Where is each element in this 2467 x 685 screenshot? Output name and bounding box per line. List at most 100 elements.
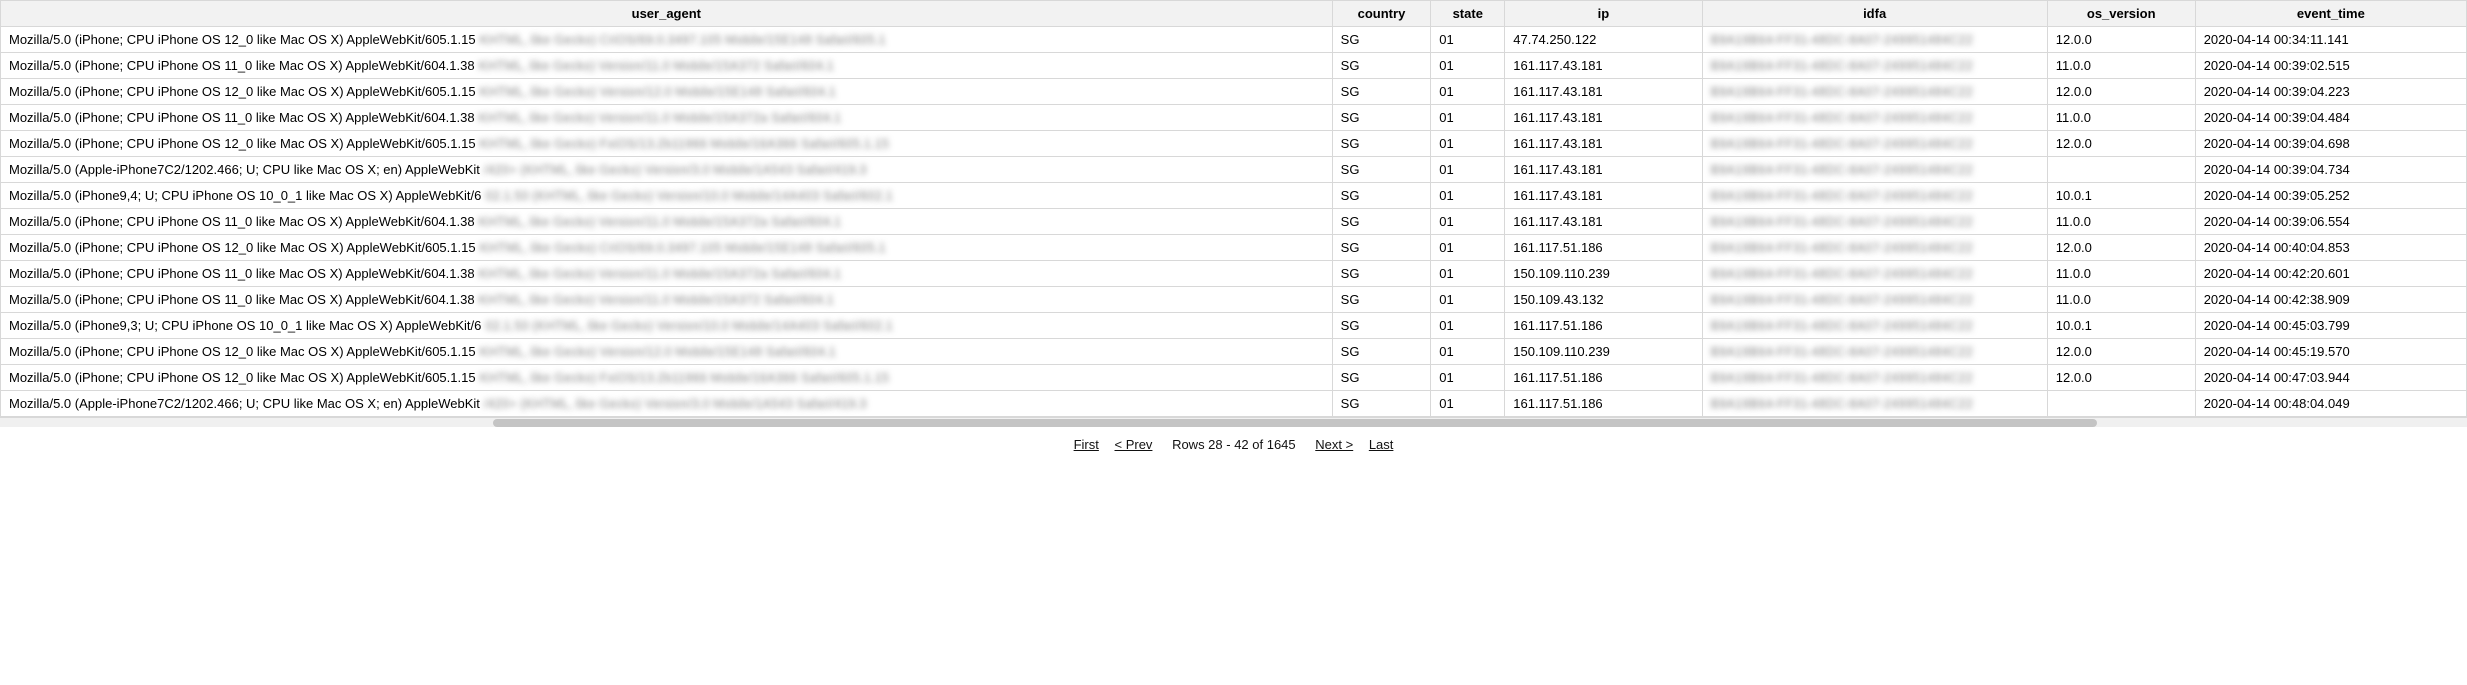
cell-ip: 161.117.51.186 — [1505, 235, 1702, 261]
cell-state: 01 — [1431, 209, 1505, 235]
cell-state: 01 — [1431, 235, 1505, 261]
cell-state: 01 — [1431, 339, 1505, 365]
cell-ip: 161.117.43.181 — [1505, 209, 1702, 235]
cell-idfa-redacted: B9A19B64-FF31-48DC-8A07-249951484C22 — [1711, 266, 1973, 281]
horizontal-scrollbar[interactable] — [0, 417, 2467, 427]
cell-idfa-redacted: B9A19B64-FF31-48DC-8A07-249951484C22 — [1711, 32, 1973, 47]
cell-idfa: B9A19B64-FF31-48DC-8A07-249951484C22 — [1702, 53, 2047, 79]
table-row[interactable]: Mozilla/5.0 (iPhone; CPU iPhone OS 12_0 … — [1, 79, 2467, 105]
cell-country: SG — [1332, 339, 1431, 365]
table-row[interactable]: Mozilla/5.0 (iPhone; CPU iPhone OS 12_0 … — [1, 27, 2467, 53]
cell-os-version — [2047, 391, 2195, 417]
col-header-user-agent[interactable]: user_agent — [1, 1, 1333, 27]
cell-idfa-redacted: B9A19B64-FF31-48DC-8A07-249951484C22 — [1711, 84, 1973, 99]
cell-user-agent: Mozilla/5.0 (Apple-iPhone7C2/1202.466; U… — [1, 157, 1333, 183]
cell-idfa-redacted: B9A19B64-FF31-48DC-8A07-249951484C22 — [1711, 292, 1973, 307]
cell-idfa: B9A19B64-FF31-48DC-8A07-249951484C22 — [1702, 157, 2047, 183]
table-row[interactable]: Mozilla/5.0 (iPhone; CPU iPhone OS 12_0 … — [1, 365, 2467, 391]
pager-next[interactable]: Next > — [1315, 437, 1353, 452]
col-header-idfa[interactable]: idfa — [1702, 1, 2047, 27]
user-agent-visible: Mozilla/5.0 (iPhone; CPU iPhone OS 12_0 … — [9, 344, 476, 359]
cell-country: SG — [1332, 261, 1431, 287]
col-header-state[interactable]: state — [1431, 1, 1505, 27]
cell-os-version: 12.0.0 — [2047, 79, 2195, 105]
user-agent-redacted: KHTML, like Gecko) Version/11.0 Mobile/1… — [479, 292, 834, 307]
pager-last[interactable]: Last — [1369, 437, 1394, 452]
cell-event-time: 2020-04-14 00:40:04.853 — [2195, 235, 2466, 261]
cell-country: SG — [1332, 209, 1431, 235]
cell-user-agent: Mozilla/5.0 (iPhone; CPU iPhone OS 12_0 … — [1, 79, 1333, 105]
user-agent-redacted: KHTML, like Gecko) Version/11.0 Mobile/1… — [479, 214, 842, 229]
cell-ip: 47.74.250.122 — [1505, 27, 1702, 53]
table-row[interactable]: Mozilla/5.0 (iPhone; CPU iPhone OS 12_0 … — [1, 339, 2467, 365]
cell-event-time: 2020-04-14 00:39:04.484 — [2195, 105, 2466, 131]
user-agent-redacted: KHTML, like Gecko) FxiOS/13.2b11966 Mobi… — [480, 136, 889, 151]
cell-idfa: B9A19B64-FF31-48DC-8A07-249951484C22 — [1702, 261, 2047, 287]
cell-ip: 150.109.110.239 — [1505, 339, 1702, 365]
user-agent-visible: Mozilla/5.0 (iPhone; CPU iPhone OS 11_0 … — [9, 266, 475, 281]
user-agent-visible: Mozilla/5.0 (iPhone9,4; U; CPU iPhone OS… — [9, 188, 481, 203]
col-header-country[interactable]: country — [1332, 1, 1431, 27]
scrollbar-thumb[interactable] — [493, 419, 2097, 427]
user-agent-redacted: /420+ (KHTML, like Gecko) Version/3.0 Mo… — [484, 162, 867, 177]
col-header-os-version[interactable]: os_version — [2047, 1, 2195, 27]
pager-prev[interactable]: < Prev — [1115, 437, 1153, 452]
cell-ip: 150.109.110.239 — [1505, 261, 1702, 287]
cell-os-version: 11.0.0 — [2047, 105, 2195, 131]
cell-idfa-redacted: B9A19B64-FF31-48DC-8A07-249951484C22 — [1711, 188, 1973, 203]
cell-state: 01 — [1431, 313, 1505, 339]
col-header-event-time[interactable]: event_time — [2195, 1, 2466, 27]
cell-state: 01 — [1431, 365, 1505, 391]
cell-ip: 161.117.43.181 — [1505, 53, 1702, 79]
cell-event-time: 2020-04-14 00:42:20.601 — [2195, 261, 2466, 287]
table-row[interactable]: Mozilla/5.0 (iPhone; CPU iPhone OS 11_0 … — [1, 209, 2467, 235]
table-row[interactable]: Mozilla/5.0 (iPhone; CPU iPhone OS 11_0 … — [1, 53, 2467, 79]
table-row[interactable]: Mozilla/5.0 (iPhone; CPU iPhone OS 12_0 … — [1, 131, 2467, 157]
cell-event-time: 2020-04-14 00:39:06.554 — [2195, 209, 2466, 235]
table-row[interactable]: Mozilla/5.0 (iPhone; CPU iPhone OS 11_0 … — [1, 287, 2467, 313]
cell-event-time: 2020-04-14 00:45:03.799 — [2195, 313, 2466, 339]
user-agent-redacted: KHTML, like Gecko) CriOS/69.0.3497.105 M… — [480, 240, 886, 255]
cell-os-version: 11.0.0 — [2047, 287, 2195, 313]
cell-idfa: B9A19B64-FF31-48DC-8A07-249951484C22 — [1702, 365, 2047, 391]
table-row[interactable]: Mozilla/5.0 (iPhone9,3; U; CPU iPhone OS… — [1, 313, 2467, 339]
cell-idfa-redacted: B9A19B64-FF31-48DC-8A07-249951484C22 — [1711, 136, 1973, 151]
cell-event-time: 2020-04-14 00:47:03.944 — [2195, 365, 2466, 391]
cell-state: 01 — [1431, 53, 1505, 79]
user-agent-redacted: KHTML, like Gecko) Version/12.0 Mobile/1… — [480, 84, 836, 99]
cell-country: SG — [1332, 27, 1431, 53]
cell-ip: 161.117.43.181 — [1505, 157, 1702, 183]
table-row[interactable]: Mozilla/5.0 (iPhone; CPU iPhone OS 11_0 … — [1, 105, 2467, 131]
cell-os-version: 12.0.0 — [2047, 27, 2195, 53]
pager-first[interactable]: First — [1074, 437, 1099, 452]
cell-idfa: B9A19B64-FF31-48DC-8A07-249951484C22 — [1702, 313, 2047, 339]
cell-user-agent: Mozilla/5.0 (iPhone9,3; U; CPU iPhone OS… — [1, 313, 1333, 339]
user-agent-redacted: /420+ (KHTML, like Gecko) Version/3.0 Mo… — [484, 396, 867, 411]
cell-idfa: B9A19B64-FF31-48DC-8A07-249951484C22 — [1702, 79, 2047, 105]
table-row[interactable]: Mozilla/5.0 (Apple-iPhone7C2/1202.466; U… — [1, 391, 2467, 417]
table-row[interactable]: Mozilla/5.0 (Apple-iPhone7C2/1202.466; U… — [1, 157, 2467, 183]
cell-idfa-redacted: B9A19B64-FF31-48DC-8A07-249951484C22 — [1711, 162, 1973, 177]
cell-country: SG — [1332, 391, 1431, 417]
cell-country: SG — [1332, 157, 1431, 183]
cell-user-agent: Mozilla/5.0 (iPhone; CPU iPhone OS 11_0 … — [1, 53, 1333, 79]
cell-event-time: 2020-04-14 00:39:05.252 — [2195, 183, 2466, 209]
cell-os-version: 11.0.0 — [2047, 261, 2195, 287]
cell-event-time: 2020-04-14 00:39:04.223 — [2195, 79, 2466, 105]
table-row[interactable]: Mozilla/5.0 (iPhone; CPU iPhone OS 11_0 … — [1, 261, 2467, 287]
cell-idfa: B9A19B64-FF31-48DC-8A07-249951484C22 — [1702, 391, 2047, 417]
cell-country: SG — [1332, 183, 1431, 209]
data-table-wrap: user_agent country state ip idfa os_vers… — [0, 0, 2467, 427]
cell-idfa-redacted: B9A19B64-FF31-48DC-8A07-249951484C22 — [1711, 240, 1973, 255]
user-agent-visible: Mozilla/5.0 (iPhone; CPU iPhone OS 12_0 … — [9, 136, 476, 151]
cell-user-agent: Mozilla/5.0 (iPhone; CPU iPhone OS 12_0 … — [1, 131, 1333, 157]
table-row[interactable]: Mozilla/5.0 (iPhone; CPU iPhone OS 12_0 … — [1, 235, 2467, 261]
table-row[interactable]: Mozilla/5.0 (iPhone9,4; U; CPU iPhone OS… — [1, 183, 2467, 209]
user-agent-redacted: KHTML, like Gecko) Version/11.0 Mobile/1… — [479, 266, 842, 281]
cell-user-agent: Mozilla/5.0 (iPhone; CPU iPhone OS 11_0 … — [1, 209, 1333, 235]
cell-idfa-redacted: B9A19B64-FF31-48DC-8A07-249951484C22 — [1711, 58, 1973, 73]
cell-idfa: B9A19B64-FF31-48DC-8A07-249951484C22 — [1702, 209, 2047, 235]
cell-country: SG — [1332, 287, 1431, 313]
user-agent-redacted: KHTML, like Gecko) FxiOS/13.2b11966 Mobi… — [480, 370, 889, 385]
col-header-ip[interactable]: ip — [1505, 1, 1702, 27]
